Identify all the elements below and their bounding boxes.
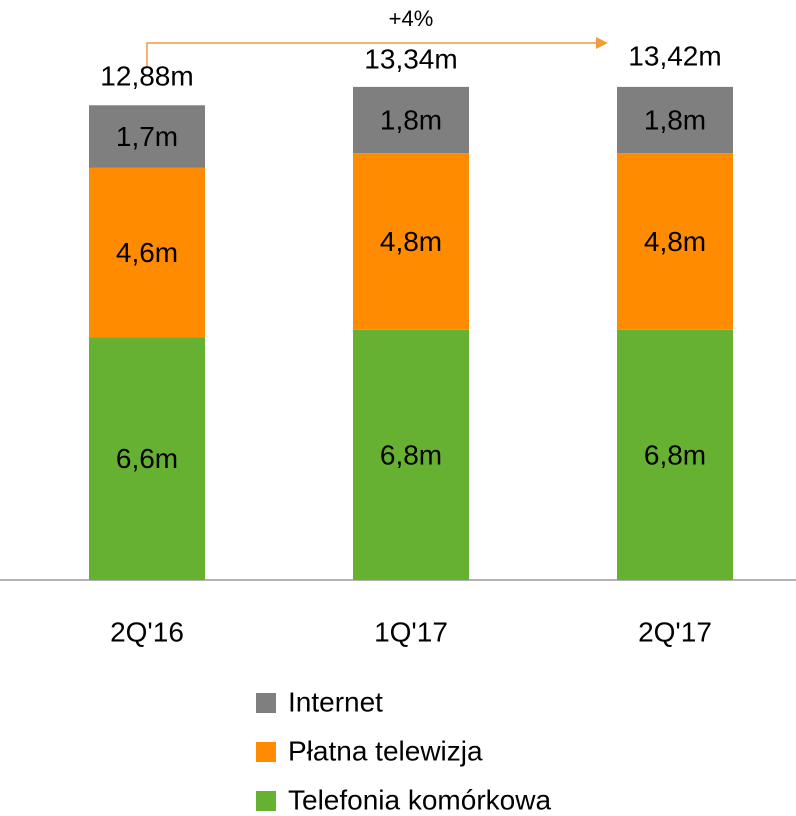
bar-segment [89,167,205,338]
x-tick-label: 2Q'17 [638,616,712,647]
bar-segment [617,153,733,330]
legend-swatch [256,791,276,811]
bar-segment [353,86,469,154]
bar-segment [617,86,733,154]
legend-swatch [256,742,276,762]
legend-swatch [256,693,276,713]
growth-arrow [146,42,598,68]
segment-label: 1,7m [116,121,178,152]
segment-label: 4,8m [380,226,442,257]
annotation: +4% [389,6,434,31]
legend-label: Płatna telewizja [288,735,483,766]
segment-label: 6,8m [380,439,442,470]
segment-label: 4,8m [644,226,706,257]
total-label: 13,34m [364,43,457,74]
segment-label: 4,6m [116,237,178,268]
arrow-head [596,37,608,49]
x-tick-label: 1Q'17 [374,616,448,647]
x-tick-label: 2Q'16 [110,616,184,647]
bar-segment [89,337,205,580]
segment-label: 6,6m [116,443,178,474]
bar-segment [89,105,205,168]
segment-label: 1,8m [644,104,706,135]
bar-segment [617,329,733,580]
bar-segment [353,153,469,330]
legend-label: Internet [288,686,383,717]
legend-label: Telefonia komórkowa [288,784,551,815]
bar-segment [353,329,469,580]
total-label: 13,42m [628,41,721,72]
segment-label: 1,8m [380,104,442,135]
segment-label: 6,8m [644,439,706,470]
total-label: 12,88m [100,60,193,91]
